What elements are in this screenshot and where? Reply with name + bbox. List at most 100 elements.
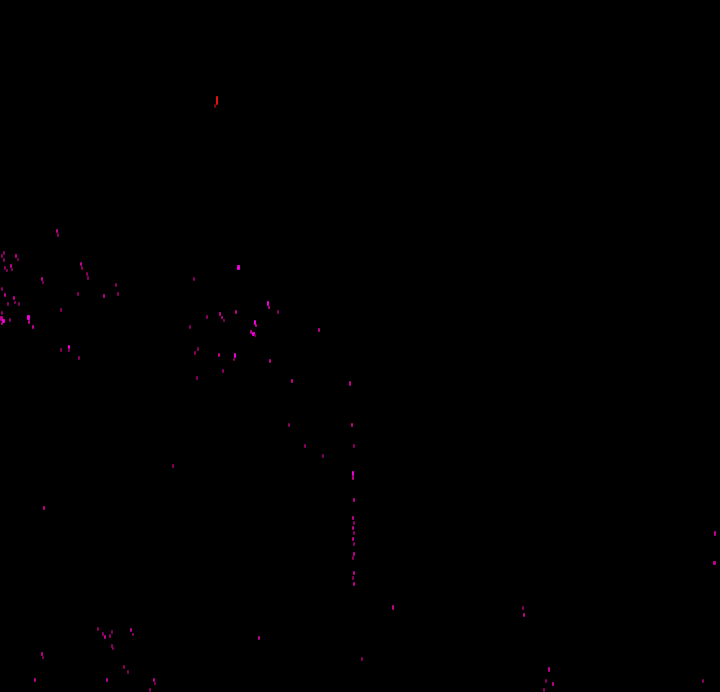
firework-spark-particle — [250, 330, 252, 334]
firework-spark-particle — [352, 471, 354, 476]
firework-spark-particle — [523, 613, 525, 617]
firework-spark-particle — [3, 258, 5, 262]
firework-spark-particle — [361, 657, 363, 661]
firework-spark-particle — [714, 531, 716, 536]
firework-spark-particle — [353, 542, 355, 546]
firework-spark-particle — [193, 277, 195, 281]
firework-spark-particle — [304, 444, 306, 448]
firework-spark-particle — [127, 670, 129, 674]
firework-spark-particle — [4, 293, 6, 297]
firework-spark-particle — [352, 476, 354, 480]
firework-spark-particle — [80, 262, 82, 266]
firework-spark-particle — [60, 308, 62, 312]
firework-spark-particle — [28, 320, 30, 324]
firework-spark-particle — [87, 276, 89, 280]
firework-spark-particle — [352, 516, 354, 520]
rocket-flare-particle — [214, 104, 216, 108]
firework-spark-particle — [106, 678, 108, 682]
firework-spark-particle — [57, 233, 59, 237]
firework-spark-particle — [268, 306, 270, 309]
firework-spark-particle — [548, 667, 550, 672]
firework-spark-particle — [235, 310, 237, 314]
firework-spark-particle — [42, 656, 44, 659]
firework-spark-particle — [78, 356, 80, 360]
firework-spark-particle — [222, 369, 224, 373]
firework-spark-particle — [349, 381, 351, 386]
firework-spark-particle — [543, 688, 545, 692]
firework-spark-particle — [97, 627, 99, 631]
firework-spark-particle — [2, 319, 5, 323]
firework-spark-particle — [81, 266, 83, 270]
firework-spark-particle — [237, 265, 240, 270]
firework-spark-particle — [353, 552, 355, 556]
firework-spark-particle — [353, 521, 355, 525]
firework-spark-particle — [172, 464, 174, 468]
firework-spark-particle — [17, 258, 19, 261]
rocket-flare-particle — [216, 96, 218, 105]
firework-spark-particle — [41, 652, 43, 656]
firework-spark-particle — [4, 266, 6, 270]
firework-spark-particle — [392, 605, 394, 610]
firework-spark-particle — [267, 301, 269, 306]
firework-spark-particle — [353, 582, 355, 586]
firework-spark-particle — [117, 292, 119, 296]
firework-spark-particle — [18, 302, 20, 306]
firework-spark-particle — [104, 635, 106, 639]
firework-spark-particle — [14, 301, 16, 304]
firework-spark-particle — [322, 454, 324, 458]
firework-spark-particle — [1, 254, 3, 258]
firework-spark-particle — [318, 328, 320, 332]
firework-spark-particle — [9, 318, 11, 322]
firework-spark-particle — [189, 325, 191, 329]
firework-spark-particle — [196, 376, 198, 380]
firework-spark-particle — [11, 268, 13, 271]
firework-spark-particle — [27, 315, 30, 320]
firework-spark-particle — [353, 531, 355, 535]
firework-spark-particle — [86, 272, 88, 276]
firework-spark-particle — [288, 423, 290, 427]
firework-spark-particle — [123, 665, 125, 669]
firework-spark-particle — [291, 379, 293, 383]
firework-spark-particle — [522, 606, 524, 610]
firework-spark-particle — [111, 630, 113, 634]
firework-spark-particle — [197, 347, 199, 351]
firework-spark-particle — [102, 632, 104, 636]
firework-spark-particle — [352, 537, 354, 541]
firework-spark-particle — [15, 254, 17, 258]
firework-spark-particle — [115, 283, 117, 287]
firework-spark-particle — [206, 315, 208, 319]
firework-spark-particle — [352, 576, 354, 580]
firework-spark-particle — [702, 679, 704, 683]
firework-spark-particle — [0, 316, 3, 321]
firework-spark-particle — [41, 277, 43, 281]
firework-spark-particle — [6, 269, 8, 272]
firework-spark-particle — [34, 678, 36, 682]
firework-spark-particle — [10, 264, 12, 268]
firework-spark-particle — [194, 351, 196, 355]
firework-spark-particle — [154, 682, 156, 685]
firework-spark-particle — [1, 311, 3, 315]
firework-spark-particle — [277, 310, 279, 314]
firework-spark-particle — [252, 332, 255, 336]
firework-spark-particle — [352, 556, 354, 560]
firework-spark-particle — [42, 281, 44, 284]
firework-spark-particle — [258, 636, 260, 640]
firework-spark-particle — [132, 633, 134, 636]
firework-spark-particle — [111, 644, 113, 648]
firework-spark-particle — [7, 302, 9, 306]
firework-spark-particle — [43, 506, 45, 510]
firework-spark-particle — [353, 498, 355, 502]
firework-spark-particle — [233, 358, 235, 361]
firework-spark-particle — [68, 349, 70, 352]
firework-spark-particle — [56, 229, 58, 233]
firework-spark-particle — [149, 688, 151, 692]
firework-spark-particle — [32, 325, 34, 329]
firework-spark-particle — [60, 348, 62, 352]
firework-spark-particle — [68, 345, 70, 349]
firework-spark-particle — [353, 571, 355, 575]
firework-spark-particle — [552, 682, 554, 686]
firework-spark-particle — [219, 312, 221, 316]
firework-spark-particle — [352, 526, 354, 530]
firework-spark-particle — [112, 647, 114, 650]
